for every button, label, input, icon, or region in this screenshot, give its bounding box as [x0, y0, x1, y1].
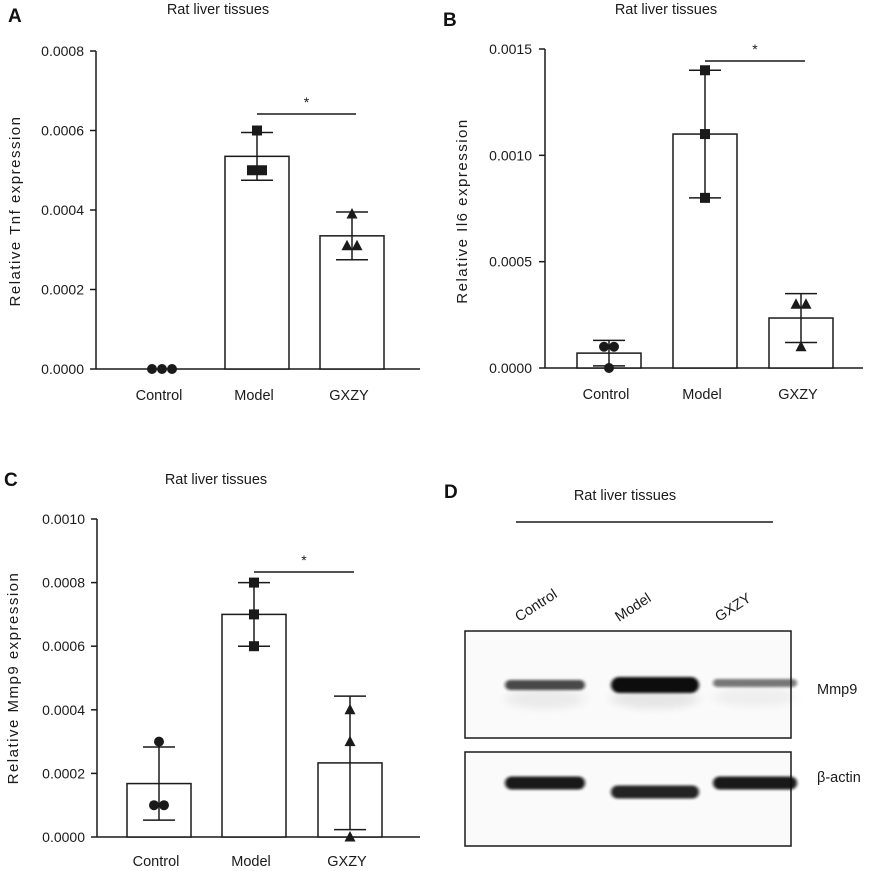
blot-row-label: Mmp9 [817, 682, 857, 698]
y-tick-label: 0.0000 [41, 361, 84, 377]
lane-labels: Control Model GXZY [512, 586, 754, 625]
blot-rows: Mmp9 β-actin [464, 630, 861, 847]
data-point-triangle [344, 831, 356, 842]
data-point-square [700, 65, 710, 76]
band-haze [505, 689, 585, 709]
bar-model [224, 155, 290, 370]
data-point-circle [604, 363, 614, 373]
y-axis-label: Relative Tnf expression [7, 116, 24, 307]
data-point-triangle [800, 298, 812, 309]
data-point-square [249, 609, 259, 620]
x-category-label: Control [133, 854, 180, 870]
band [611, 677, 699, 693]
y-tick-label: 0.0006 [41, 123, 84, 139]
panel-d-western-blot: D Rat liver tissues Control Model GXZY Mmp… [444, 482, 861, 847]
significance-star: * [301, 552, 307, 568]
data-point-circle [149, 800, 159, 811]
data-point-triangle [344, 703, 356, 715]
panel-c-mmp9-chart: C Rat liver tissues Relative Mmp9 expres… [4, 470, 420, 870]
panel-a-tnf-chart: A Rat liver tissues Relative Tnf express… [7, 2, 420, 404]
band [713, 679, 797, 687]
y-tick-label: 0.0000 [489, 360, 532, 376]
chart-title: Rat liver tissues [167, 2, 269, 18]
band [505, 680, 585, 690]
chart-title: Rat liver tissues [165, 472, 267, 488]
data-point-triangle [351, 239, 363, 251]
y-tick-label: 0.0015 [489, 41, 532, 57]
plot-area: 0.0000 0.0002 0.0004 0.0006 0.0008 Control Mod… [41, 43, 420, 404]
data-point-circle [147, 364, 157, 374]
significance-star: * [752, 41, 758, 57]
y-axis-label: Relative Il6 expression [454, 118, 471, 303]
y-tick-label: 0.0008 [42, 575, 85, 591]
data-point-triangle [790, 298, 802, 309]
x-category-label: Control [136, 388, 183, 404]
data-point-circle [154, 736, 164, 747]
lane-label: Control [512, 586, 560, 625]
data-point-triangle [346, 207, 358, 219]
y-tick-label: 0.0006 [42, 638, 85, 654]
x-category-label: GXZY [778, 387, 818, 403]
plot-area: 0.0000 0.0005 0.0010 0.0015 Control Model GXZY… [489, 41, 863, 403]
x-category-label: Model [682, 387, 722, 403]
blot-title: Rat liver tissues [574, 488, 676, 504]
data-point-circle [159, 800, 169, 811]
panel-letter: D [444, 482, 458, 503]
data-point-square [700, 192, 710, 203]
data-point-triangle [344, 735, 356, 747]
band-haze [611, 689, 699, 709]
panel-letter: B [443, 10, 457, 31]
y-tick-label: 0.0010 [489, 147, 532, 163]
band-haze [713, 687, 797, 707]
x-category-label: Model [231, 854, 271, 870]
data-point-square [249, 641, 259, 652]
y-tick-label: 0.0004 [42, 702, 85, 718]
x-category-label: Control [583, 387, 630, 403]
data-point-square [249, 577, 259, 588]
blot-row-beta-actin: β-actin [464, 751, 861, 847]
x-category-label: GXZY [329, 388, 369, 404]
plot-area: 0.0000 0.0002 0.0004 0.0006 0.0008 0.0010 Cont… [42, 511, 420, 870]
y-tick-label: 0.0002 [42, 765, 85, 781]
x-category-label: Model [234, 388, 274, 404]
panel-letter: A [8, 6, 22, 27]
band [713, 776, 797, 790]
data-point-circle [609, 341, 619, 352]
blot-row-label: β-actin [817, 770, 861, 786]
y-tick-label: 0.0000 [42, 829, 85, 845]
chart-title: Rat liver tissues [615, 2, 717, 18]
y-tick-label: 0.0010 [42, 511, 85, 527]
y-tick-label: 0.0004 [41, 202, 84, 218]
data-point-circle [167, 364, 177, 374]
data-point-triangle [795, 340, 807, 352]
data-point-circle [157, 364, 167, 374]
blot-membrane [464, 751, 792, 847]
y-tick-label: 0.0008 [41, 43, 84, 59]
data-point-square [700, 129, 710, 140]
lane-label: GXZY [712, 590, 754, 625]
data-point-square [247, 165, 257, 176]
data-point-square [252, 125, 262, 136]
data-point-square [257, 165, 267, 176]
band [611, 785, 699, 799]
x-category-label: GXZY [327, 854, 367, 870]
significance-star: * [304, 94, 310, 110]
band [505, 776, 585, 790]
panel-b-il6-chart: B Rat liver tissues Relative Il6 express… [443, 2, 863, 403]
lane-label: Model [612, 590, 654, 625]
blot-row-mmp9: Mmp9 [464, 630, 857, 739]
panel-letter: C [4, 470, 18, 491]
y-axis-label: Relative Mmp9 expression [5, 572, 22, 785]
y-tick-label: 0.0005 [489, 254, 532, 270]
data-point-triangle [341, 239, 353, 251]
y-tick-label: 0.0002 [41, 282, 84, 298]
data-point-circle [599, 341, 609, 352]
